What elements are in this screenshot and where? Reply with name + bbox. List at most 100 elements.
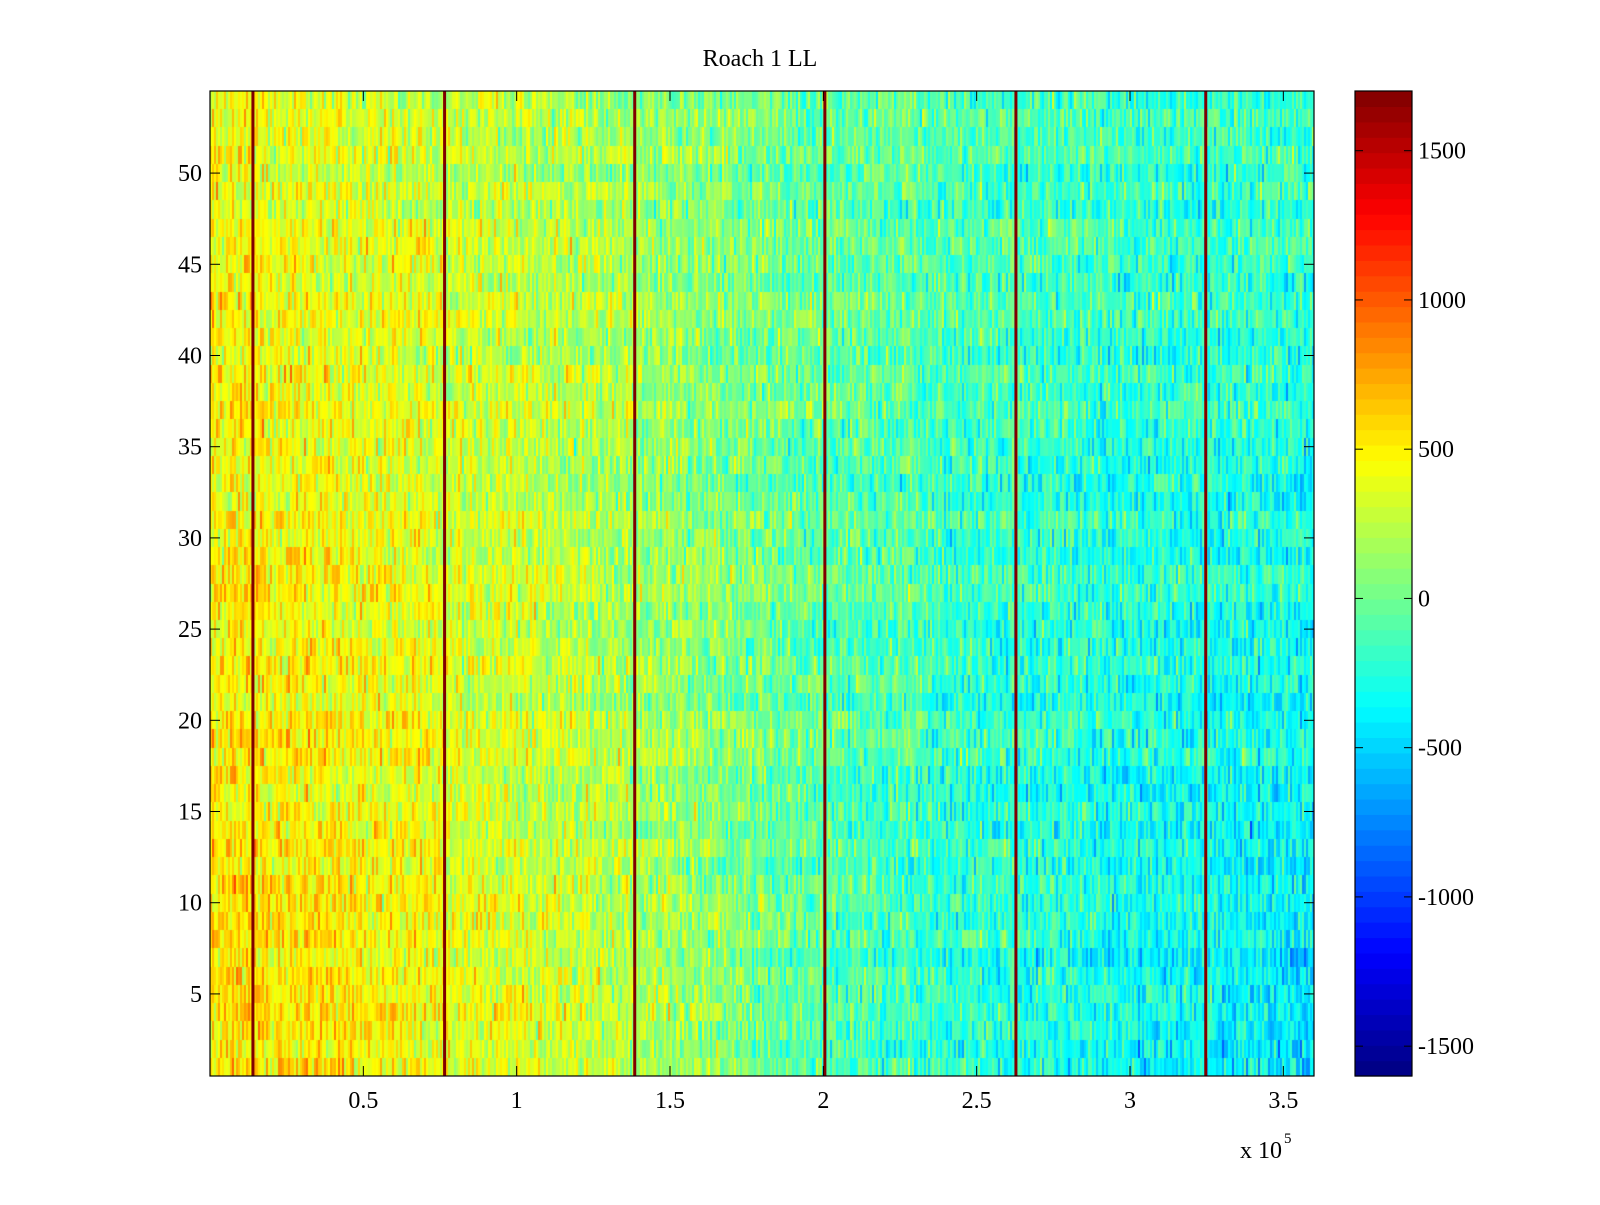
x-tick-label: 0.5 bbox=[348, 1088, 378, 1114]
x-axis: 0.5 1 1.5 2 2.5 3 3.5 bbox=[348, 91, 1298, 1114]
colorbar-band bbox=[1355, 1045, 1412, 1062]
colorbar-tick-label: 500 bbox=[1418, 437, 1454, 463]
colorbar-band bbox=[1355, 429, 1412, 446]
colorbar-band bbox=[1355, 1029, 1412, 1046]
colorbar-band bbox=[1355, 845, 1412, 862]
colorbar-band bbox=[1355, 414, 1412, 431]
colorbar-band bbox=[1355, 937, 1412, 954]
chart-title: Roach 1 LL bbox=[703, 46, 818, 72]
colorbar-band bbox=[1355, 352, 1412, 369]
colorbar-band bbox=[1355, 291, 1412, 308]
colorbar-band bbox=[1355, 121, 1412, 138]
x-exponent-power: 5 bbox=[1284, 1131, 1292, 1147]
y-axis: 5 10 15 20 25 30 35 40 45 50 bbox=[178, 161, 1314, 1008]
colorbar-band bbox=[1355, 814, 1412, 831]
y-tick-label: 40 bbox=[178, 343, 202, 369]
colorbar-band bbox=[1355, 722, 1412, 739]
y-tick-label: 45 bbox=[178, 252, 202, 278]
colorbar-band bbox=[1355, 768, 1412, 785]
x-tick-label: 3.5 bbox=[1268, 1088, 1298, 1114]
x-tick-label: 3 bbox=[1124, 1088, 1136, 1114]
colorbar-band bbox=[1355, 752, 1412, 769]
colorbar-band bbox=[1355, 1014, 1412, 1031]
heatmap-canvas bbox=[210, 91, 1314, 1076]
colorbar-band bbox=[1355, 537, 1412, 554]
x-tick-label: 1 bbox=[511, 1088, 523, 1114]
colorbar-axis: -1500 -1000 -500 0 500 1000 1500 bbox=[1355, 139, 1474, 1060]
colorbar-band bbox=[1355, 506, 1412, 523]
colorbar-band bbox=[1355, 306, 1412, 323]
y-tick-label: 35 bbox=[178, 435, 202, 461]
colorbar-band bbox=[1355, 783, 1412, 800]
colorbar-band bbox=[1355, 275, 1412, 292]
heatmap-area bbox=[210, 91, 1314, 1076]
y-tick-label: 5 bbox=[190, 982, 202, 1008]
colorbar-band bbox=[1355, 645, 1412, 662]
x-tick-label: 2.5 bbox=[962, 1088, 992, 1114]
colorbar-band bbox=[1355, 460, 1412, 477]
x-exponent-label: x 10 bbox=[1240, 1138, 1282, 1164]
y-tick-label: 30 bbox=[178, 526, 202, 552]
colorbar-band bbox=[1355, 198, 1412, 215]
plot-frame bbox=[209, 90, 1315, 1077]
y-tick-label: 20 bbox=[178, 708, 202, 734]
colorbar-tick-label: 0 bbox=[1418, 586, 1430, 612]
colorbar-tick-label: 1000 bbox=[1418, 288, 1466, 314]
colorbar-band bbox=[1355, 167, 1412, 184]
y-tick-label: 10 bbox=[178, 891, 202, 917]
colorbar-band bbox=[1355, 798, 1412, 815]
colorbar-band bbox=[1355, 660, 1412, 677]
colorbar-tick-label: -1500 bbox=[1418, 1034, 1474, 1060]
colorbar-band bbox=[1355, 906, 1412, 923]
colorbar-band bbox=[1355, 444, 1412, 461]
y-tick-label: 50 bbox=[178, 161, 202, 187]
colorbar-band bbox=[1355, 91, 1412, 107]
colorbar-band bbox=[1355, 368, 1412, 385]
colorbar-band bbox=[1355, 183, 1412, 200]
colorbar-band bbox=[1355, 583, 1412, 600]
colorbar-band bbox=[1355, 568, 1412, 585]
colorbar-band bbox=[1355, 614, 1412, 631]
colorbar-band bbox=[1355, 675, 1412, 692]
y-tick-label: 15 bbox=[178, 800, 202, 826]
colorbar-band bbox=[1355, 891, 1412, 908]
colorbar-band bbox=[1355, 229, 1412, 246]
colorbar-band bbox=[1355, 1060, 1412, 1077]
colorbar-band bbox=[1355, 737, 1412, 754]
vertical-lines bbox=[251, 91, 1208, 1076]
colorbar-tick-label: -500 bbox=[1418, 736, 1462, 762]
colorbar-band bbox=[1355, 106, 1412, 123]
y-tick-label: 25 bbox=[178, 617, 202, 643]
colorbar-tick-label: 1500 bbox=[1418, 139, 1466, 165]
colorbar-band bbox=[1355, 398, 1412, 415]
colorbar-tick-label: -1000 bbox=[1418, 885, 1474, 911]
colorbar-band bbox=[1355, 552, 1412, 569]
colorbar-band bbox=[1355, 983, 1412, 1000]
colorbar-band bbox=[1355, 521, 1412, 538]
colorbar-band bbox=[1355, 829, 1412, 846]
colorbar-band bbox=[1355, 999, 1412, 1016]
colorbar-band bbox=[1355, 706, 1412, 723]
colorbar-band bbox=[1355, 922, 1412, 939]
colorbar-band bbox=[1355, 875, 1412, 892]
colorbar-band bbox=[1355, 321, 1412, 338]
colorbar-band bbox=[1355, 691, 1412, 708]
colorbar-band bbox=[1355, 629, 1412, 646]
colorbar-band bbox=[1355, 383, 1412, 400]
colorbar-band bbox=[1355, 952, 1412, 969]
colorbar-band bbox=[1355, 137, 1412, 154]
colorbar-frame bbox=[1354, 90, 1413, 1077]
colorbar-band bbox=[1355, 598, 1412, 615]
x-tick-label: 1.5 bbox=[655, 1088, 685, 1114]
colorbar-band bbox=[1355, 214, 1412, 231]
colorbar-band bbox=[1355, 244, 1412, 261]
colorbar-band bbox=[1355, 968, 1412, 985]
colorbar bbox=[1355, 91, 1412, 1077]
x-tick-label: 2 bbox=[817, 1088, 829, 1114]
colorbar-band bbox=[1355, 152, 1412, 169]
colorbar-band bbox=[1355, 260, 1412, 277]
colorbar-band bbox=[1355, 491, 1412, 508]
colorbar-band bbox=[1355, 337, 1412, 354]
